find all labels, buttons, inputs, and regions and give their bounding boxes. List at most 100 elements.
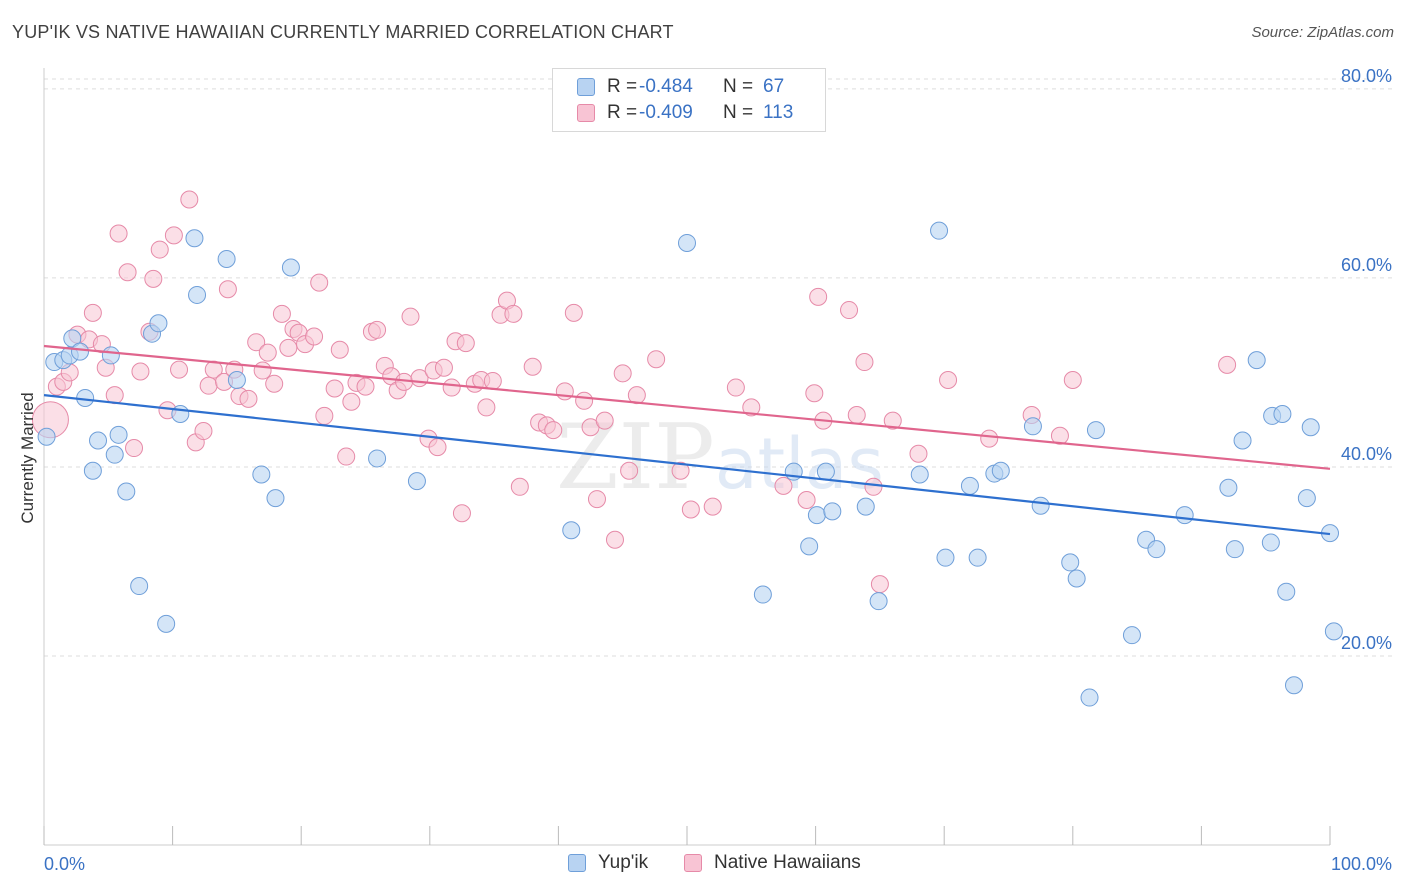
native-hawaiians-point bbox=[742, 398, 761, 417]
native-hawaiians-point bbox=[587, 490, 606, 509]
native-hawaiians-point bbox=[247, 333, 266, 352]
native-hawaiians-point bbox=[442, 378, 461, 397]
legend-row-yupik: R = -0.484 N = 67 bbox=[577, 74, 784, 100]
yupik-point bbox=[407, 472, 426, 491]
yupik-point bbox=[1080, 688, 1099, 707]
n-value: 113 bbox=[763, 102, 794, 123]
yupik-point bbox=[368, 449, 387, 468]
yupik-point bbox=[109, 425, 128, 444]
native-hawaiians-point bbox=[401, 307, 420, 326]
yupik-point bbox=[171, 405, 190, 424]
native-hawaiians-point bbox=[809, 287, 828, 306]
native-hawaiians-point bbox=[356, 377, 375, 396]
yupik-swatch bbox=[568, 854, 586, 872]
native-hawaiians-point bbox=[305, 327, 324, 346]
yupik-point bbox=[227, 371, 246, 389]
grid-layer bbox=[44, 78, 1392, 657]
yupik-point bbox=[936, 548, 955, 567]
yupik-point bbox=[1324, 622, 1343, 641]
native-hawaiians-point bbox=[726, 378, 745, 397]
legend-item-native-hawaiians[interactable]: Native Hawaiians bbox=[684, 852, 861, 874]
native-hawaiians-point bbox=[310, 273, 329, 292]
yupik-point bbox=[1261, 533, 1280, 552]
native-hawaiians-point bbox=[847, 405, 866, 424]
yupik-point bbox=[816, 462, 835, 481]
yupik-point bbox=[1061, 553, 1080, 572]
yupik-point bbox=[1219, 478, 1238, 497]
native-hawaiians-point bbox=[253, 361, 272, 380]
watermark-atlas: atlas bbox=[715, 423, 884, 505]
native-hawaiians-point bbox=[342, 392, 361, 411]
label-layer: 20.0% 40.0% 60.0% 80.0% 0.0% 100.0% Currently … bbox=[18, 66, 1392, 874]
native-hawaiians-point bbox=[199, 376, 218, 395]
yupik-point bbox=[1175, 506, 1194, 525]
native-hawaiians-point bbox=[681, 500, 700, 519]
y-tick-label: 80.0% bbox=[1341, 66, 1392, 86]
native-hawaiians-point bbox=[774, 476, 793, 495]
native-hawaiians-swatch bbox=[577, 104, 595, 122]
native-hawaiians-point bbox=[797, 491, 816, 510]
y-tick-label: 60.0% bbox=[1341, 255, 1392, 275]
yupik-point bbox=[856, 497, 875, 516]
yupik-point bbox=[266, 489, 285, 508]
native-hawaiians-point bbox=[909, 444, 928, 463]
native-hawaiians-point bbox=[125, 439, 144, 458]
yupik-point bbox=[1067, 569, 1086, 588]
yupik-point bbox=[83, 461, 102, 480]
yupik-point bbox=[1273, 405, 1292, 424]
native-hawaiians-point bbox=[144, 269, 163, 288]
native-hawaiians-point bbox=[218, 280, 237, 299]
yupik-point bbox=[562, 521, 581, 540]
native-hawaiians-point bbox=[595, 411, 614, 430]
native-hawaiians-point bbox=[279, 338, 298, 357]
yupik-point bbox=[823, 502, 842, 521]
native-hawaiians-point bbox=[805, 384, 824, 403]
native-hawaiians-point bbox=[428, 438, 447, 457]
yupik-point bbox=[753, 585, 772, 604]
chart-title: YUP'IK VS NATIVE HAWAIIAN CURRENTLY MARR… bbox=[12, 22, 674, 42]
yupik-point bbox=[1277, 582, 1296, 601]
yupik-point bbox=[63, 329, 82, 348]
yupik-point bbox=[188, 285, 207, 304]
native-hawaiians-point bbox=[1218, 355, 1237, 374]
yupik-point bbox=[1233, 431, 1252, 450]
native-hawaiians-point bbox=[620, 461, 639, 480]
yupik-point bbox=[37, 427, 56, 446]
n-value: 67 bbox=[763, 76, 785, 97]
native-hawaiians-point bbox=[483, 371, 502, 390]
yupik-point bbox=[1086, 421, 1105, 440]
native-hawaiians-point bbox=[613, 364, 632, 383]
native-hawaiians-point bbox=[864, 477, 883, 496]
native-hawaiians-point bbox=[883, 411, 902, 430]
yupik-point bbox=[149, 314, 168, 333]
yupik-point bbox=[930, 221, 949, 240]
yupik-point bbox=[1301, 418, 1320, 437]
native-hawaiians-point bbox=[564, 303, 583, 322]
yupik-point bbox=[117, 482, 136, 501]
native-hawaiians-point bbox=[575, 391, 594, 410]
r-label: R = bbox=[607, 76, 638, 97]
native-hawaiians-point bbox=[164, 226, 183, 245]
y-axis-title: Currently Married bbox=[18, 392, 37, 523]
native-hawaiians-point bbox=[855, 353, 874, 372]
yupik-point bbox=[217, 250, 236, 269]
native-hawaiians-point bbox=[265, 374, 284, 393]
native-hawaiians-point bbox=[272, 304, 291, 323]
yupik-point bbox=[1284, 676, 1303, 695]
yupik-point bbox=[807, 506, 826, 525]
x-tick-label: 0.0% bbox=[44, 854, 85, 874]
legend-item-yupik[interactable]: Yup'ik bbox=[568, 852, 648, 874]
native-hawaiians-point bbox=[456, 334, 475, 353]
yupik-point bbox=[252, 465, 271, 484]
legend-label-yupik: Yup'ik bbox=[598, 852, 649, 873]
native-hawaiians-point bbox=[325, 379, 344, 398]
y-tick-label: 40.0% bbox=[1341, 444, 1392, 464]
native-hawaiians-point bbox=[258, 343, 277, 362]
native-hawaiians-point bbox=[150, 240, 169, 259]
native-hawaiians-point bbox=[337, 447, 356, 466]
yupik-point bbox=[1225, 540, 1244, 559]
yupik-point bbox=[968, 548, 987, 567]
correlation-legend: R = -0.484 N = 67 R = -0.409 N = 113 bbox=[552, 68, 826, 132]
native-hawaiians-point bbox=[1063, 371, 1082, 389]
native-hawaiians-point bbox=[647, 350, 666, 369]
